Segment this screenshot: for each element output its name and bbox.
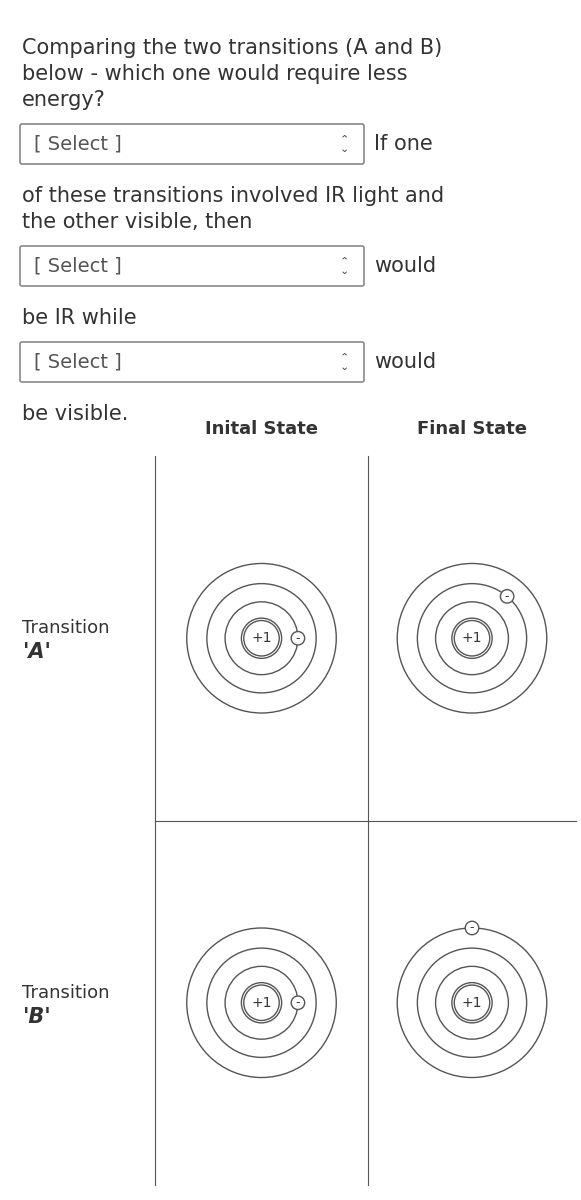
Text: ⌄: ⌄ — [339, 266, 349, 276]
Text: ⌄: ⌄ — [339, 362, 349, 372]
Text: Inital State: Inital State — [205, 420, 318, 438]
Text: the other visible, then: the other visible, then — [22, 212, 252, 232]
Text: +1: +1 — [462, 631, 482, 646]
Circle shape — [244, 620, 279, 656]
Text: +1: +1 — [462, 996, 482, 1009]
Text: ⌃: ⌃ — [339, 134, 349, 144]
Text: Final State: Final State — [417, 420, 527, 438]
Text: [ Select ]: [ Select ] — [34, 257, 122, 276]
Text: +1: +1 — [251, 996, 272, 1009]
Circle shape — [454, 620, 490, 656]
FancyBboxPatch shape — [20, 246, 364, 286]
Text: 'B': 'B' — [22, 1007, 51, 1027]
Text: below - which one would require less: below - which one would require less — [22, 64, 407, 84]
Circle shape — [291, 631, 304, 644]
Text: -: - — [296, 631, 300, 644]
Text: 'A': 'A' — [22, 642, 51, 662]
Text: [ Select ]: [ Select ] — [34, 353, 122, 372]
Text: +1: +1 — [251, 631, 272, 646]
Text: -: - — [505, 590, 510, 602]
FancyBboxPatch shape — [20, 124, 364, 164]
Text: ⌃: ⌃ — [339, 256, 349, 266]
Circle shape — [291, 996, 304, 1009]
Circle shape — [500, 589, 514, 604]
Text: would: would — [374, 352, 436, 372]
Text: would: would — [374, 256, 436, 276]
Text: Comparing the two transitions (A and B): Comparing the two transitions (A and B) — [22, 38, 442, 58]
Text: be visible.: be visible. — [22, 404, 128, 424]
Text: Transition: Transition — [22, 619, 109, 637]
FancyBboxPatch shape — [20, 342, 364, 382]
Text: be IR while: be IR while — [22, 308, 137, 328]
Text: Transition: Transition — [22, 984, 109, 1002]
Text: -: - — [470, 922, 474, 935]
Text: ⌄: ⌄ — [339, 144, 349, 154]
Circle shape — [454, 985, 490, 1020]
Text: ⌃: ⌃ — [339, 352, 349, 362]
Text: -: - — [296, 996, 300, 1009]
Circle shape — [465, 922, 479, 935]
Text: energy?: energy? — [22, 90, 106, 110]
Circle shape — [244, 985, 279, 1020]
Text: [ Select ]: [ Select ] — [34, 134, 122, 154]
Text: If one: If one — [374, 134, 433, 154]
Text: of these transitions involved IR light and: of these transitions involved IR light a… — [22, 186, 444, 206]
